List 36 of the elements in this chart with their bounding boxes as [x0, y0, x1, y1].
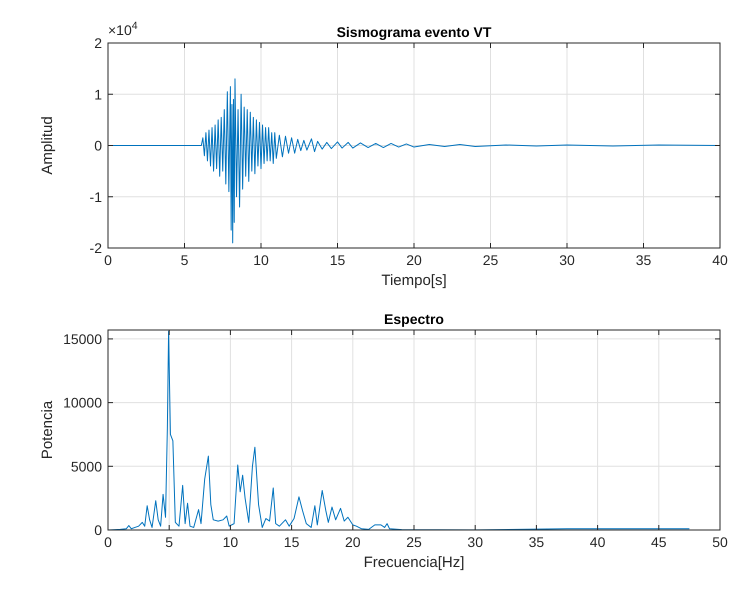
x-axis-title: Frecuencia[Hz]	[364, 554, 464, 571]
x-tick-label: 15	[284, 534, 300, 550]
x-tick-label: 5	[165, 534, 174, 550]
x-axis-title: Tiempo[s]	[381, 272, 447, 289]
x-tick-label: 35	[528, 534, 544, 550]
x-tick-label: 45	[651, 534, 667, 550]
y-tick-label: 2	[94, 35, 102, 51]
text: ×10$^{4}$	[108, 20, 138, 38]
x-tick-label: 20	[345, 534, 361, 550]
x-tick-label: 10	[253, 252, 269, 268]
y-tick-label: 0	[94, 522, 102, 538]
x-tick-label: 25	[406, 534, 422, 550]
x-tick-label: 40	[590, 534, 606, 550]
x-tick-label: 50	[712, 534, 728, 550]
y-tick-label: 10000	[63, 394, 102, 411]
y-tick-label: 0	[94, 138, 102, 154]
y-axis-title: Potencia	[39, 400, 56, 460]
y-axis-title: Amplitud	[39, 116, 56, 175]
x-tick-label: 40	[712, 252, 728, 268]
x-tick-label: 20	[406, 252, 422, 268]
x-tick-label: 30	[559, 252, 575, 268]
y-tick-label: -2	[90, 240, 102, 256]
x-tick-label: 35	[636, 252, 652, 268]
y-tick-label: 1	[94, 86, 102, 102]
x-tick-label: 0	[104, 534, 112, 550]
y-tick-label: 15000	[63, 330, 102, 347]
chart-title: Espectro	[384, 311, 444, 327]
y-tick-label: -1	[90, 188, 102, 205]
x-tick-label: 5	[180, 252, 189, 268]
x-tick-label: 30	[467, 534, 484, 550]
x-tick-label: 25	[482, 252, 498, 268]
y-tick-label: 5000	[70, 458, 102, 474]
chart-title: Sismograma evento VT	[336, 24, 492, 40]
x-tick-label: 15	[330, 252, 346, 268]
x-tick-label: 0	[104, 252, 112, 268]
x-tick-label: 10	[222, 534, 238, 550]
